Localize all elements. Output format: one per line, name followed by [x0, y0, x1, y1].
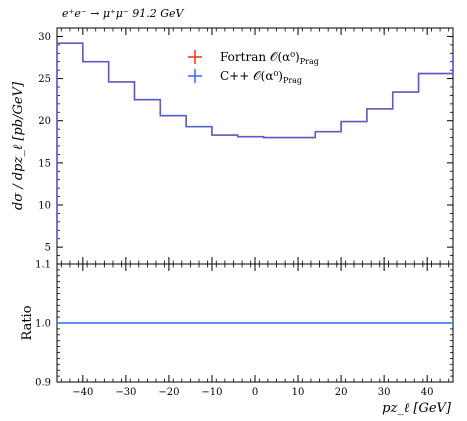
x-tick-label: −30: [115, 387, 136, 398]
x-tick-label: −10: [201, 387, 222, 398]
x-tick-label: −20: [158, 387, 179, 398]
legend-label-cpp: C++ 𝒪(α⁰)Prag: [220, 69, 302, 85]
ratio-y-axis: 0.9 1.0 1.1: [35, 260, 453, 389]
ratio-y-tick-label: 1.0: [35, 319, 51, 330]
ratio-y-tick-label: 1.1: [35, 260, 51, 271]
main-y-tick-label: 30: [38, 32, 51, 43]
x-axis: −40 −30 −20 −10 0 10 20 30 40: [60, 28, 450, 398]
legend-label-fortran: Fortran 𝒪(α⁰)Prag: [220, 50, 319, 66]
main-y-axis: 5 10 15 20 25 30: [38, 32, 453, 265]
x-tick-label: −40: [72, 387, 93, 398]
main-y-axis-label: dσ / dpz_ℓ [pb/GeV]: [11, 81, 26, 210]
main-y-tick-label: 5: [45, 243, 51, 254]
main-series-group: [56, 42, 454, 241]
x-tick-label: 10: [292, 387, 305, 398]
x-axis-label: pz_ℓ [GeV]: [382, 401, 452, 416]
main-y-tick-label: 20: [38, 116, 51, 127]
plot-title: e⁺e⁻ → μ⁺μ⁻ 91.2 GeV: [62, 7, 185, 20]
main-y-tick-label: 10: [38, 201, 51, 212]
legend-entry-fortran: Fortran 𝒪(α⁰)Prag: [188, 50, 319, 66]
series-line-1: [56, 42, 454, 241]
main-y-tick-label: 25: [38, 74, 51, 85]
ratio-y-axis-label: Ratio: [20, 305, 35, 340]
legend: Fortran 𝒪(α⁰)Prag C++ 𝒪(α⁰)Prag: [188, 50, 319, 85]
main-y-tick-label: 15: [38, 158, 51, 169]
x-tick-label: 40: [421, 387, 434, 398]
x-tick-label: 30: [378, 387, 391, 398]
x-tick-label: 0: [252, 387, 258, 398]
ratio-y-tick-label: 0.9: [35, 378, 51, 389]
legend-entry-cpp: C++ 𝒪(α⁰)Prag: [188, 69, 302, 85]
x-tick-label: 20: [335, 387, 348, 398]
